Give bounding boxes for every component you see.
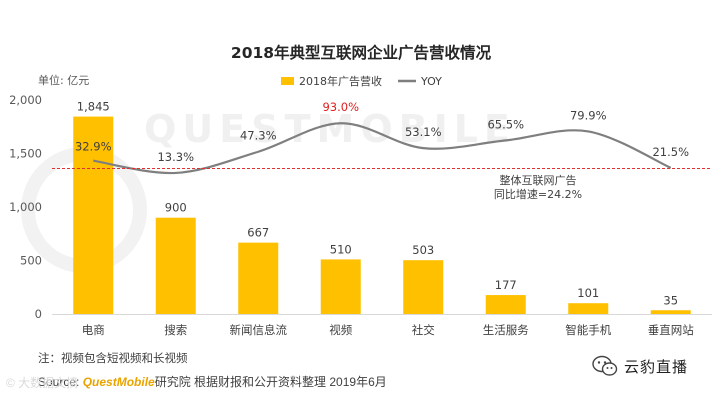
corner-watermark: © 大数据文摘 — [6, 376, 79, 390]
watermark-text: QUESTMOBILE — [144, 107, 516, 151]
bar-value-label: 1,845 — [77, 100, 110, 114]
source-brand: QuestMobile — [82, 375, 155, 389]
bar-value-label: 510 — [330, 242, 352, 256]
yoy-point-label: 79.9% — [570, 108, 607, 122]
source-line: Source: QuestMobile研究院 根据财报和公开资料整理 2019年… — [38, 373, 387, 390]
bar — [485, 295, 526, 314]
bar-value-label: 667 — [247, 226, 269, 240]
yoy-line — [93, 122, 672, 175]
yoy-point-label: 32.9% — [75, 140, 112, 154]
yoy-point-label: 93.0% — [322, 100, 359, 114]
bar — [73, 116, 114, 315]
wechat-badge: 云豹直播 — [592, 355, 688, 377]
wechat-label: 云豹直播 — [624, 358, 689, 376]
bar-value-label: 900 — [165, 201, 187, 215]
legend-label-line: YOY — [420, 75, 442, 88]
wechat-icon — [592, 355, 618, 376]
bar — [568, 303, 609, 314]
y-axis-label: 单位: 亿元 — [38, 73, 89, 87]
y-tick-label: 0 — [35, 307, 42, 321]
y-tick-label: 1,000 — [9, 200, 42, 214]
bar — [650, 310, 691, 314]
yoy-point-label: 21.5% — [652, 145, 689, 159]
bar-value-label: 101 — [577, 286, 599, 300]
reference-label-line1: 整体互联网广告 — [500, 173, 577, 187]
y-tick-label: 500 — [20, 254, 42, 268]
x-tick-label: 搜索 — [164, 323, 187, 337]
bar-value-label: 177 — [495, 278, 517, 292]
bar — [403, 260, 444, 314]
footnote: 注：视频包含短视频和长视频 — [38, 353, 188, 365]
x-tick-label: 智能手机 — [565, 323, 611, 337]
yoy-point-label: 65.5% — [487, 117, 524, 131]
chart-title: 2018年典型互联网企业广告营收情况 — [231, 43, 492, 62]
reference-label-line2: 同比增速=24.2% — [494, 187, 582, 201]
x-tick-label: 生活服务 — [483, 323, 529, 337]
source-prefix: Source: — [38, 375, 80, 389]
y-tick-label: 1,500 — [9, 147, 42, 161]
x-tick-label: 社交 — [412, 323, 435, 337]
bar-value-label: 503 — [412, 243, 434, 257]
yoy-point-label: 13.3% — [157, 150, 194, 164]
legend-swatch-bar — [281, 77, 294, 85]
bar — [238, 242, 279, 314]
bar — [320, 259, 361, 314]
x-tick-label: 垂直网站 — [648, 323, 694, 337]
x-tick-label: 视频 — [329, 323, 352, 337]
x-tick-label: 电商 — [82, 323, 105, 337]
x-tick-label: 新闻信息流 — [230, 323, 288, 337]
yoy-point-label: 47.3% — [240, 129, 277, 143]
legend-label-bar: 2018年广告营收 — [299, 74, 382, 88]
yoy-point-label: 53.1% — [405, 125, 442, 139]
source-rest: 研究院 根据财报和公开资料整理 2019年6月 — [154, 375, 387, 389]
bar-value-label: 35 — [663, 293, 678, 307]
bar — [155, 217, 196, 314]
y-tick-label: 2,000 — [9, 93, 42, 107]
